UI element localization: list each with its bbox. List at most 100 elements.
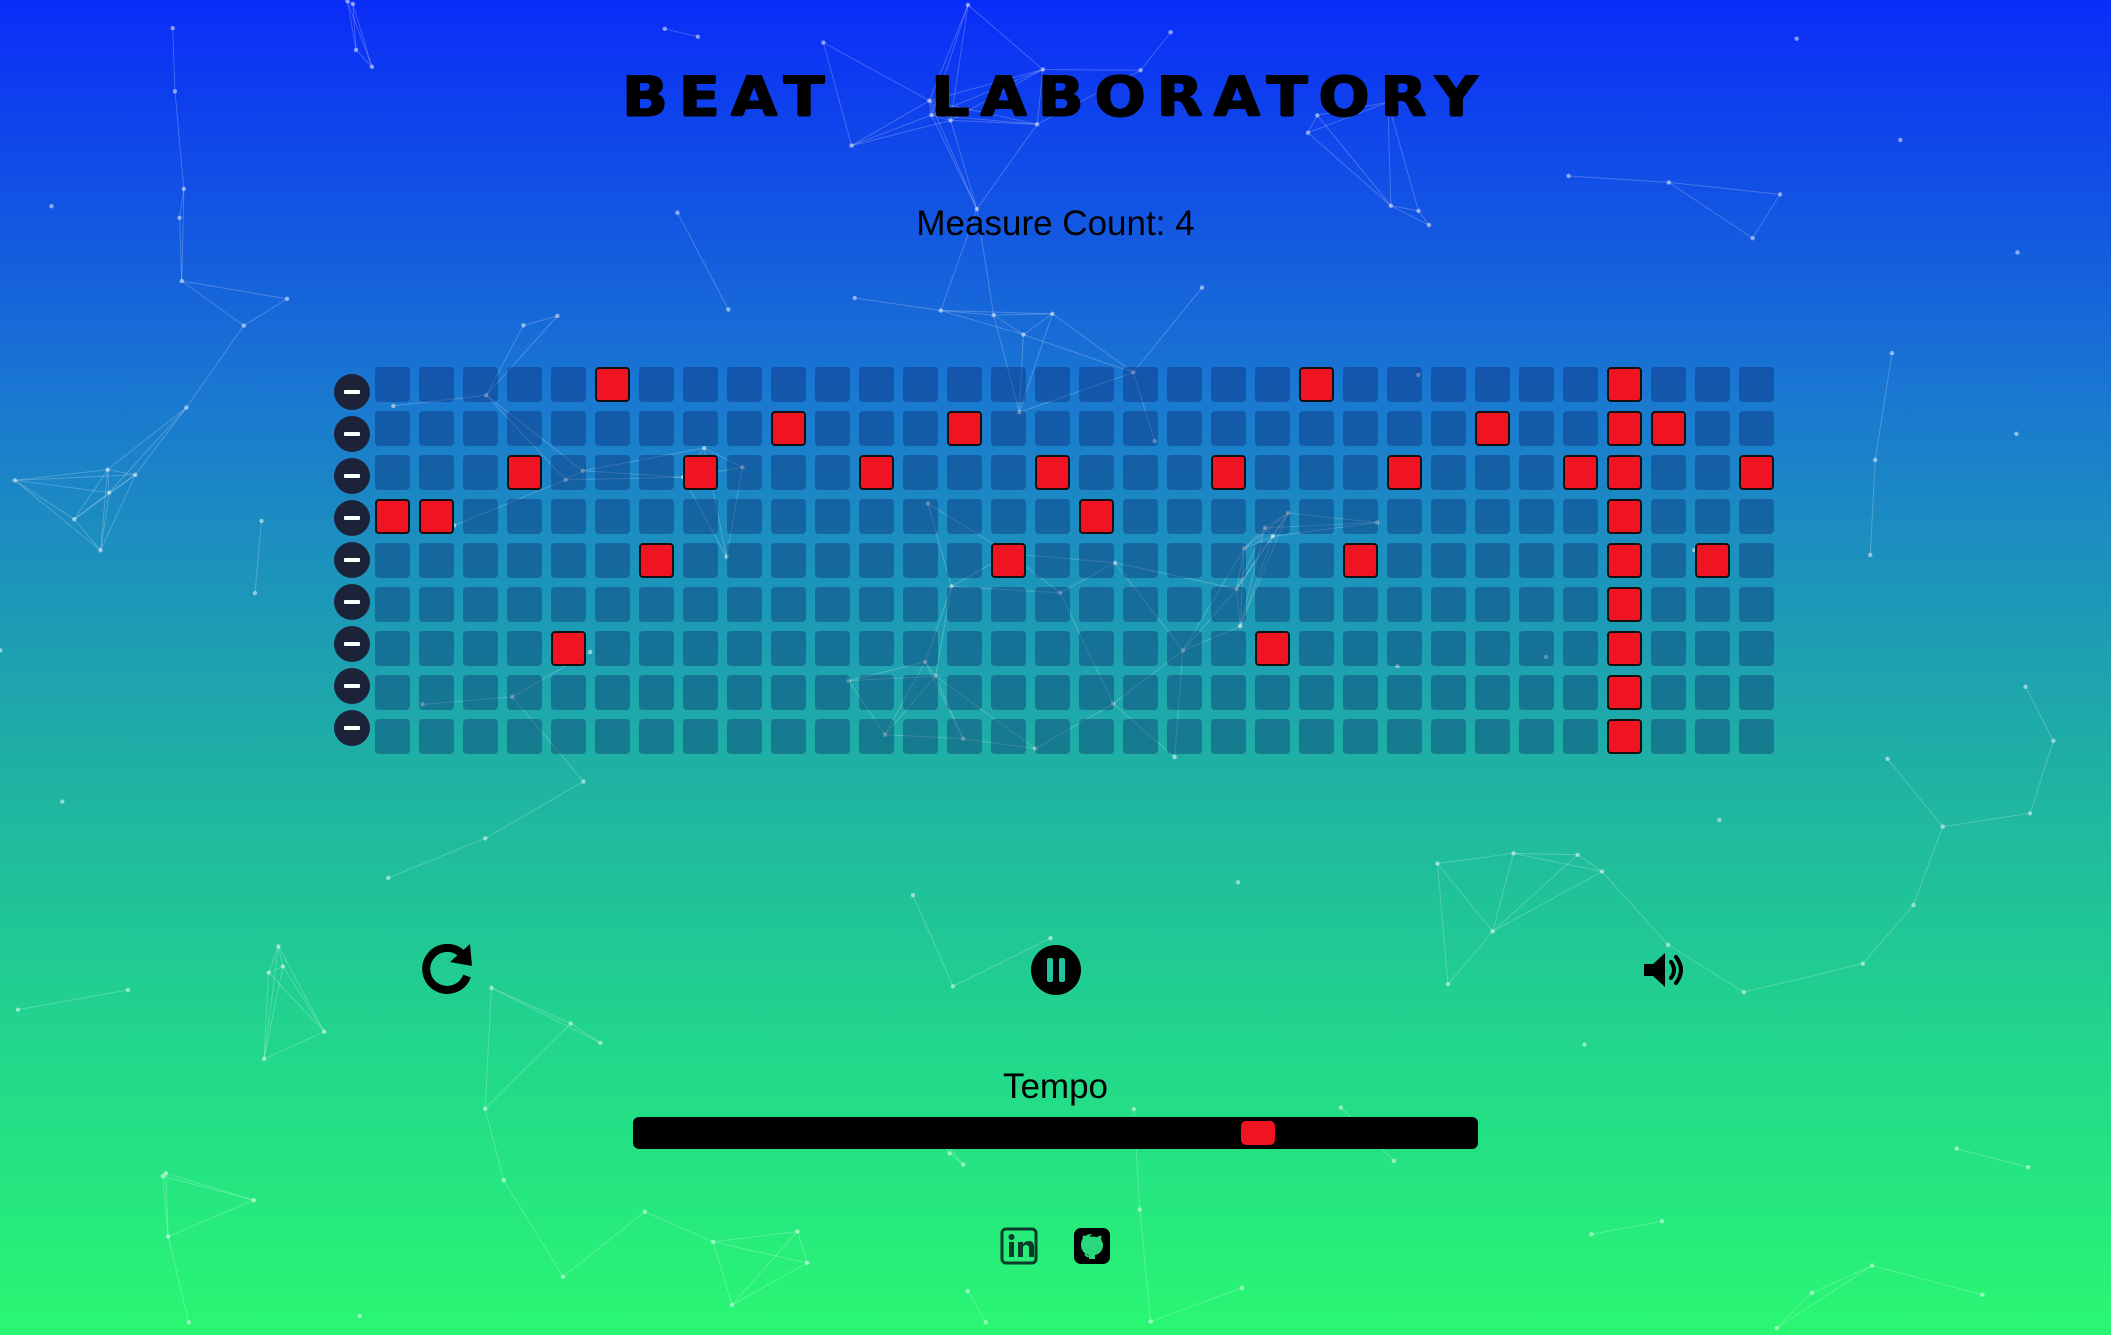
beat-cell[interactable]	[1387, 587, 1422, 622]
beat-cell[interactable]	[683, 719, 718, 754]
beat-cell[interactable]	[683, 411, 718, 446]
beat-cell[interactable]	[463, 587, 498, 622]
beat-cell[interactable]	[1519, 675, 1554, 710]
beat-cell[interactable]	[1167, 543, 1202, 578]
beat-cell[interactable]	[419, 411, 454, 446]
beat-cell[interactable]	[683, 675, 718, 710]
beat-cell[interactable]	[1695, 631, 1730, 666]
beat-cell[interactable]	[1695, 499, 1730, 534]
beat-cell[interactable]	[859, 675, 894, 710]
beat-cell[interactable]	[1651, 543, 1686, 578]
beat-cell[interactable]	[1255, 543, 1290, 578]
beat-cell[interactable]	[1343, 499, 1378, 534]
beat-cell[interactable]	[419, 455, 454, 490]
beat-cell-active[interactable]	[683, 455, 718, 490]
beat-cell[interactable]	[595, 587, 630, 622]
beat-cell[interactable]	[771, 499, 806, 534]
beat-cell[interactable]	[1167, 587, 1202, 622]
beat-cell-active[interactable]	[1607, 719, 1642, 754]
beat-cell[interactable]	[1123, 719, 1158, 754]
beat-cell[interactable]	[1651, 675, 1686, 710]
row-remove-button[interactable]	[334, 542, 370, 578]
beat-cell-active[interactable]	[1255, 631, 1290, 666]
beat-cell[interactable]	[1079, 719, 1114, 754]
github-link[interactable]	[1072, 1226, 1112, 1266]
beat-cell[interactable]	[1299, 675, 1334, 710]
beat-cell[interactable]	[507, 719, 542, 754]
beat-cell[interactable]	[1739, 675, 1774, 710]
beat-cell[interactable]	[1563, 719, 1598, 754]
beat-cell[interactable]	[1035, 631, 1070, 666]
beat-cell[interactable]	[1255, 411, 1290, 446]
beat-cell-active[interactable]	[1343, 543, 1378, 578]
beat-cell[interactable]	[771, 719, 806, 754]
beat-cell[interactable]	[1035, 411, 1070, 446]
beat-cell[interactable]	[727, 411, 762, 446]
beat-cell[interactable]	[947, 587, 982, 622]
beat-cell[interactable]	[1299, 499, 1334, 534]
beat-cell[interactable]	[1563, 411, 1598, 446]
beat-cell[interactable]	[1739, 367, 1774, 402]
row-remove-button[interactable]	[334, 710, 370, 746]
beat-cell[interactable]	[1431, 499, 1466, 534]
beat-cell[interactable]	[1475, 455, 1510, 490]
beat-cell-active[interactable]	[551, 631, 586, 666]
beat-cell[interactable]	[1739, 411, 1774, 446]
beat-cell[interactable]	[507, 543, 542, 578]
beat-cell[interactable]	[771, 455, 806, 490]
beat-cell[interactable]	[1167, 411, 1202, 446]
beat-cell[interactable]	[859, 719, 894, 754]
beat-cell[interactable]	[1651, 455, 1686, 490]
beat-cell[interactable]	[551, 411, 586, 446]
beat-cell[interactable]	[1079, 631, 1114, 666]
beat-cell[interactable]	[1299, 411, 1334, 446]
beat-cell-active[interactable]	[1607, 499, 1642, 534]
beat-cell[interactable]	[1651, 719, 1686, 754]
beat-cell[interactable]	[1167, 367, 1202, 402]
beat-cell[interactable]	[1387, 499, 1422, 534]
beat-cell[interactable]	[1651, 499, 1686, 534]
beat-cell[interactable]	[1211, 587, 1246, 622]
beat-cell[interactable]	[1343, 587, 1378, 622]
beat-cell-active[interactable]	[1475, 411, 1510, 446]
beat-cell[interactable]	[947, 499, 982, 534]
beat-cell[interactable]	[595, 455, 630, 490]
beat-cell[interactable]	[1123, 367, 1158, 402]
beat-cell[interactable]	[683, 587, 718, 622]
row-remove-button[interactable]	[334, 374, 370, 410]
beat-cell[interactable]	[375, 587, 410, 622]
beat-cell[interactable]	[903, 411, 938, 446]
beat-cell[interactable]	[463, 719, 498, 754]
beat-cell[interactable]	[639, 631, 674, 666]
beat-cell[interactable]	[991, 411, 1026, 446]
beat-cell[interactable]	[1519, 587, 1554, 622]
tempo-slider-thumb[interactable]	[1241, 1121, 1276, 1145]
beat-cell[interactable]	[1123, 411, 1158, 446]
beat-cell[interactable]	[1035, 543, 1070, 578]
beat-cell-active[interactable]	[1739, 455, 1774, 490]
beat-cell[interactable]	[947, 455, 982, 490]
beat-cell[interactable]	[639, 411, 674, 446]
beat-cell[interactable]	[991, 587, 1026, 622]
beat-cell[interactable]	[1123, 631, 1158, 666]
beat-cell-active[interactable]	[1035, 455, 1070, 490]
beat-cell[interactable]	[419, 631, 454, 666]
beat-cell[interactable]	[1519, 411, 1554, 446]
beat-cell[interactable]	[551, 499, 586, 534]
beat-cell[interactable]	[375, 367, 410, 402]
row-remove-button[interactable]	[334, 626, 370, 662]
beat-cell[interactable]	[1211, 675, 1246, 710]
beat-cell[interactable]	[947, 543, 982, 578]
beat-cell[interactable]	[947, 367, 982, 402]
beat-cell[interactable]	[771, 631, 806, 666]
beat-cell[interactable]	[1211, 543, 1246, 578]
beat-cell[interactable]	[1651, 631, 1686, 666]
beat-cell[interactable]	[903, 543, 938, 578]
beat-cell[interactable]	[463, 411, 498, 446]
beat-cell[interactable]	[551, 455, 586, 490]
beat-cell[interactable]	[375, 631, 410, 666]
beat-cell[interactable]	[815, 631, 850, 666]
beat-cell[interactable]	[991, 455, 1026, 490]
beat-cell[interactable]	[1739, 543, 1774, 578]
beat-cell[interactable]	[683, 631, 718, 666]
